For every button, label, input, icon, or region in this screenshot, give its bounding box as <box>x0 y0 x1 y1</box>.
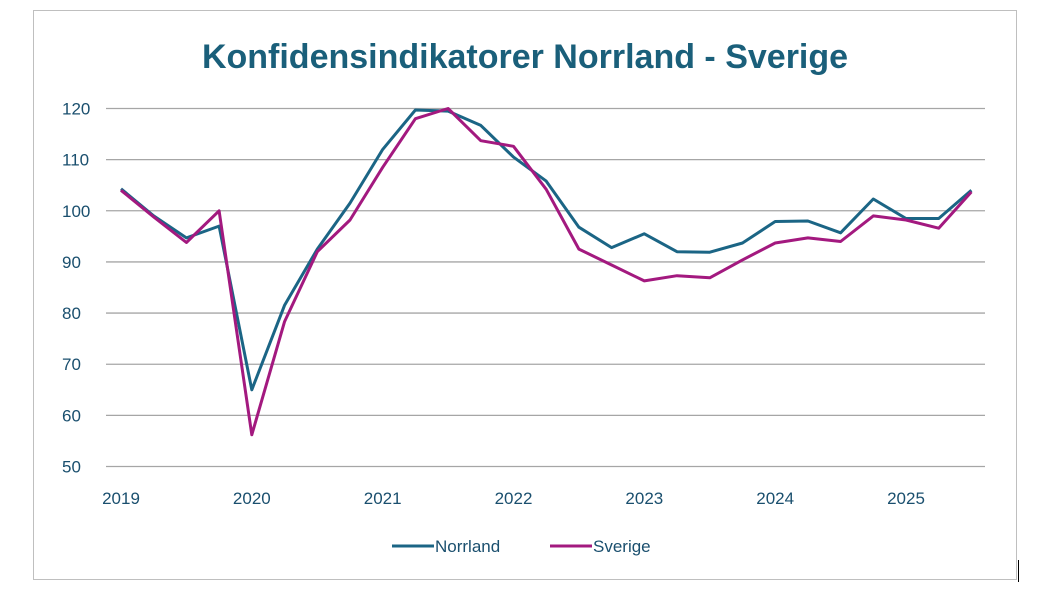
y-tick-label: 100 <box>62 202 90 221</box>
y-tick-label: 70 <box>62 355 81 374</box>
x-tick-label: 2024 <box>756 489 794 508</box>
series-line-norrland <box>120 108 973 392</box>
legend-label: Sverige <box>593 537 651 556</box>
x-tick-label: 2025 <box>887 489 925 508</box>
y-axis-ticks: 50 60 70 80 90 100 110 120 <box>62 100 90 477</box>
y-tick-label: 90 <box>62 253 81 272</box>
x-tick-label: 2021 <box>364 489 402 508</box>
y-tick-label: 50 <box>62 458 81 477</box>
chart-frame <box>33 10 1017 580</box>
legend-label: Norrland <box>435 537 500 556</box>
legend: Norrland Sverige <box>392 537 651 556</box>
y-tick-label: 120 <box>62 100 90 119</box>
series-lines <box>120 107 973 437</box>
text-cursor <box>1018 560 1019 582</box>
chart-title: Konfidensindikatorer Norrland - Sverige <box>202 38 848 76</box>
x-tick-label: 2023 <box>625 489 663 508</box>
y-tick-label: 110 <box>62 151 89 170</box>
x-tick-label: 2019 <box>102 489 140 508</box>
series-line-sverige <box>120 107 973 437</box>
y-tick-label: 60 <box>62 406 81 425</box>
x-tick-label: 2020 <box>233 489 271 508</box>
y-tick-label: 80 <box>62 304 81 323</box>
x-tick-label: 2022 <box>495 489 533 508</box>
gridlines <box>106 107 985 468</box>
x-axis-ticks: 2019 2020 2021 2022 2023 2024 2025 <box>102 489 925 508</box>
